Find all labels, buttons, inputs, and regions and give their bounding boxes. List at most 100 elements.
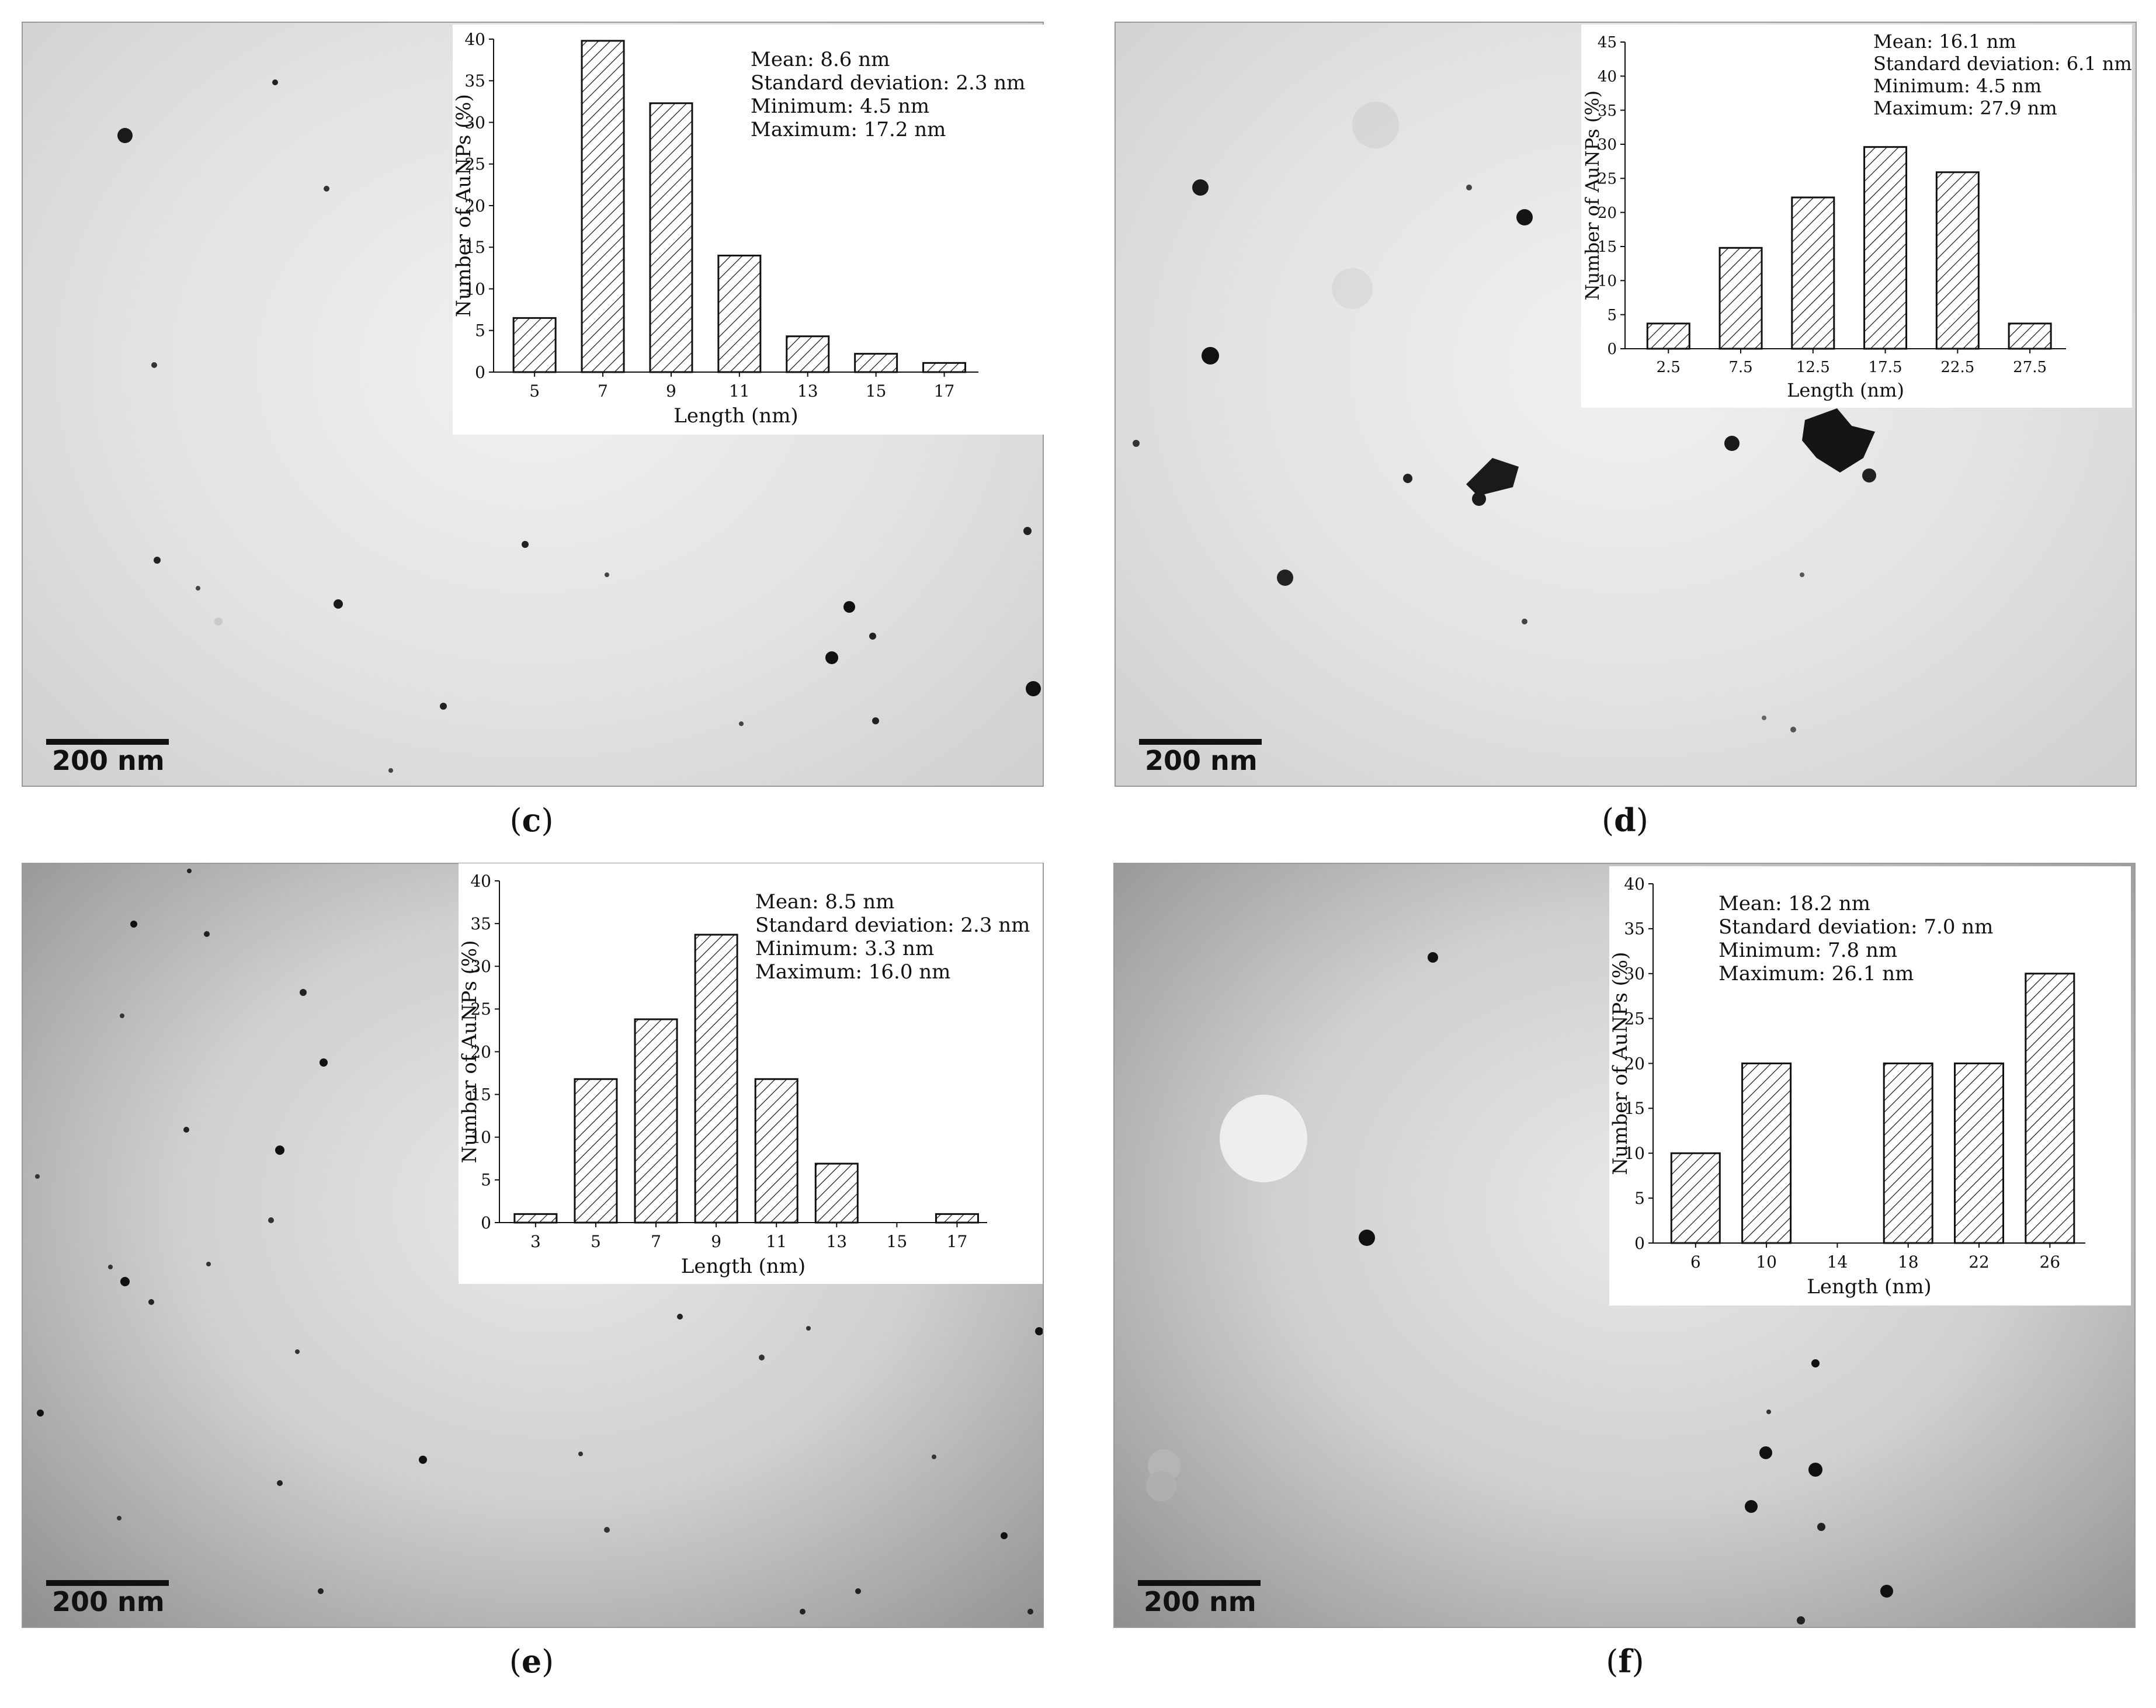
stats-max: Maximum: 17.2 nm: [751, 118, 946, 141]
panel-c: 200 nm 0 5 10 15 20 25 30 35 40 5 7 9 11 13 15 17 Length…: [0, 0, 1051, 865]
histogram-bar: [694, 933, 738, 1224]
y-tick-label: 15: [1624, 1099, 1645, 1118]
histogram-bar: [1670, 1152, 1721, 1244]
x-tick-label: 11: [766, 1232, 787, 1251]
x-tick-label: 13: [797, 381, 818, 401]
y-tick-label: 30: [470, 957, 491, 976]
y-tick-label: 5: [1634, 1189, 1645, 1208]
histogram-bar: [1935, 171, 1980, 350]
y-tick-label: 35: [1624, 919, 1645, 939]
y-tick-label: 20: [464, 196, 485, 216]
histogram-bar: [1646, 322, 1690, 350]
x-tick-label: 14: [1827, 1252, 1848, 1272]
caption-f: (f): [1606, 1643, 1644, 1680]
x-tick-label: 6: [1690, 1252, 1701, 1272]
x-tick-label: 2.5: [1657, 359, 1681, 376]
histogram-bar: [574, 1078, 618, 1224]
histogram-bar: [634, 1018, 678, 1224]
y-tick-label: 45: [1598, 34, 1617, 51]
x-tick-label: 5: [591, 1232, 601, 1251]
x-axis-label: Length (nm): [1807, 1275, 1931, 1299]
x-tick-label: 17: [934, 381, 955, 401]
histogram-bar: [513, 1213, 558, 1224]
stats-sd: Standard deviation: 7.0 nm: [1718, 915, 1994, 939]
y-tick-label: 0: [1634, 1234, 1645, 1253]
histogram-bar: [1791, 196, 1835, 350]
histogram-bar: [814, 1162, 859, 1224]
x-tick-label: 3: [530, 1232, 541, 1251]
scale-bar: [46, 1580, 169, 1586]
scale-bar-label: 200 nm: [52, 1586, 165, 1617]
y-tick-label: 5: [481, 1171, 491, 1190]
y-tick-label: 10: [464, 279, 485, 298]
histogram-bar: [512, 317, 557, 373]
stats-min: Minimum: 4.5 nm: [751, 95, 930, 118]
panel-f: 200 nm 0 5 10 15 20 25 30 35 40 6 10 14 18 22 26 Length…: [1092, 841, 2156, 1708]
x-tick-label: 12.5: [1796, 359, 1830, 376]
y-tick-label: 15: [1598, 238, 1617, 256]
y-tick-label: 20: [1598, 204, 1617, 222]
y-tick-label: 10: [470, 1128, 491, 1147]
y-tick-label: 25: [464, 155, 485, 174]
stats-box-e: Mean: 8.5 nm Standard deviation: 2.3 nm …: [755, 890, 1030, 984]
stats-min: Minimum: 7.8 nm: [1718, 939, 1898, 962]
scale-bar: [46, 739, 169, 745]
histogram-f: 0 5 10 15 20 25 30 35 40 6 10 14 18 22 26 Length (nm) Nu…: [1609, 874, 2085, 1299]
y-tick-label: 30: [464, 113, 485, 132]
y-tick-label: 0: [1607, 341, 1617, 358]
y-tick-label: 25: [1624, 1009, 1645, 1028]
x-tick-label: 17: [947, 1232, 968, 1251]
histogram-bar: [1883, 1063, 1933, 1244]
y-axis-label: Number of AuNPs (%): [1609, 952, 1632, 1175]
histogram-bar: [649, 102, 693, 373]
stats-max: Maximum: 16.0 nm: [755, 960, 951, 984]
y-tick-label: 35: [1598, 102, 1617, 120]
caption-e: (e): [509, 1643, 554, 1680]
x-tick-label: 27.5: [2013, 359, 2047, 376]
histogram-bar: [1863, 146, 1908, 350]
histogram-bar: [1954, 1063, 2005, 1244]
stats-mean: Mean: 8.5 nm: [755, 890, 895, 914]
y-tick-label: 0: [481, 1213, 491, 1233]
y-tick-label: 25: [470, 999, 491, 1019]
scale-bar: [1139, 739, 1262, 745]
nanoparticle-dots: [35, 869, 1043, 1615]
x-tick-label: 17.5: [1869, 359, 1902, 376]
scale-bar: [1138, 1580, 1261, 1586]
y-tick-label: 5: [475, 321, 485, 341]
caption-d: (d): [1602, 801, 1648, 839]
caption-c: (c): [509, 801, 554, 839]
histogram-c: 0 5 10 15 20 25 30 35 40 5 7 9 11 13 15 17 Length (nm) Nu…: [453, 30, 978, 428]
y-axis-label: Number of AuNPs (%): [453, 94, 475, 317]
stats-max: Maximum: 27.9 nm: [1873, 97, 2057, 119]
histogram-bar: [1741, 1063, 1792, 1244]
y-tick-label: 10: [1598, 272, 1617, 290]
y-tick-label: 0: [475, 363, 485, 382]
x-axis-label: Length (nm): [1787, 379, 1904, 401]
stats-mean: Mean: 8.6 nm: [751, 48, 890, 71]
histogram-bar: [2008, 322, 2052, 350]
x-tick-label: 7: [651, 1232, 661, 1251]
histogram-bar: [717, 255, 762, 373]
histogram-inset-d: 0 5 10 15 20 25 30 35 40 45 2.5 7.5 12.5 17.5 22.5 27.5…: [1581, 25, 2132, 408]
y-tick-label: 40: [470, 872, 491, 891]
stats-box-f: Mean: 18.2 nm Standard deviation: 7.0 nm…: [1718, 892, 1993, 985]
stats-box-c: Mean: 8.6 nm Standard deviation: 2.3 nm …: [751, 48, 1025, 141]
x-axis-label: Length (nm): [681, 1255, 806, 1278]
panel-e: 200 nm 0 5 10 15 20 25 30 35 40 3 5 7 9 11 13 15 17 Lengt…: [0, 841, 1051, 1708]
histogram-inset-c: 0 5 10 15 20 25 30 35 40 5 7 9 11 13 15 17 Length (nm) Nu…: [453, 25, 1044, 435]
histogram-bar: [854, 353, 898, 373]
stats-max: Maximum: 26.1 nm: [1718, 962, 1914, 985]
y-tick-label: 40: [464, 30, 485, 49]
x-tick-label: 15: [887, 1232, 908, 1251]
stats-min: Minimum: 4.5 nm: [1873, 75, 2042, 97]
stats-min: Minimum: 3.3 nm: [755, 937, 935, 960]
x-tick-label: 22.5: [1940, 359, 1974, 376]
nanoparticle-dots: [1146, 952, 1893, 1624]
nanoparticle-dots: [1133, 102, 1876, 733]
stats-sd: Standard deviation: 2.3 nm: [755, 914, 1030, 937]
y-axis-label: Number of AuNPs (%): [459, 940, 481, 1164]
y-tick-label: 15: [464, 238, 485, 257]
histogram-inset-f: 0 5 10 15 20 25 30 35 40 6 10 14 18 22 26 Length (nm) Nu…: [1609, 866, 2131, 1306]
